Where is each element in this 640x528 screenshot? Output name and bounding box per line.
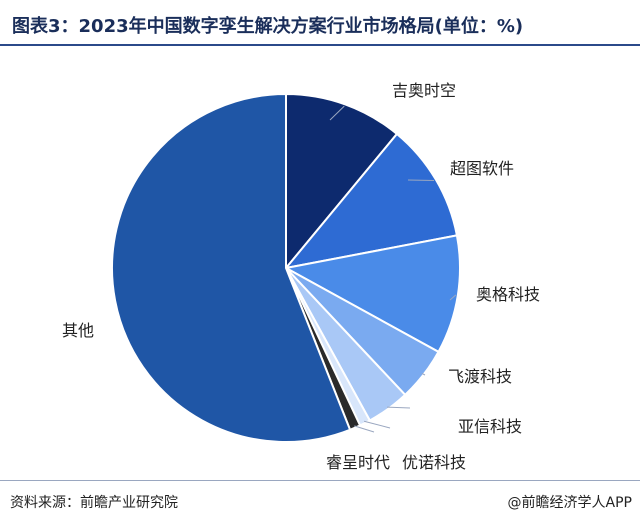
leader-line: [354, 425, 375, 433]
leader-line: [387, 406, 411, 409]
slice-supermap: [283, 132, 459, 270]
title-divider: [0, 44, 640, 46]
slice-label: 飞渡科技: [448, 367, 512, 386]
slice-aoge: [283, 234, 461, 354]
slice-label: 其他: [62, 321, 94, 340]
brand-credit: @前瞻经济学人APP: [507, 495, 632, 511]
slice-other: [111, 92, 352, 443]
leader-line: [329, 105, 345, 121]
source-note: 资料来源：前瞻产业研究院: [10, 495, 178, 511]
slice-label: 吉奥时空: [392, 81, 456, 100]
slice-jiao: [285, 92, 399, 271]
slice-label: 超图软件: [450, 159, 514, 178]
slice-label: 奥格科技: [476, 285, 540, 304]
chart-title: 图表3：2023年中国数字孪生解决方案行业市场格局(单位：%): [12, 16, 524, 37]
slice-label: 睿呈时代: [326, 453, 390, 472]
leader-line: [449, 294, 457, 301]
footer-divider: [0, 480, 640, 481]
slice-label: 优诺科技: [402, 453, 466, 472]
leader-line: [421, 372, 426, 376]
leader-line: [363, 420, 391, 429]
slice-label: 亚信科技: [458, 417, 522, 436]
